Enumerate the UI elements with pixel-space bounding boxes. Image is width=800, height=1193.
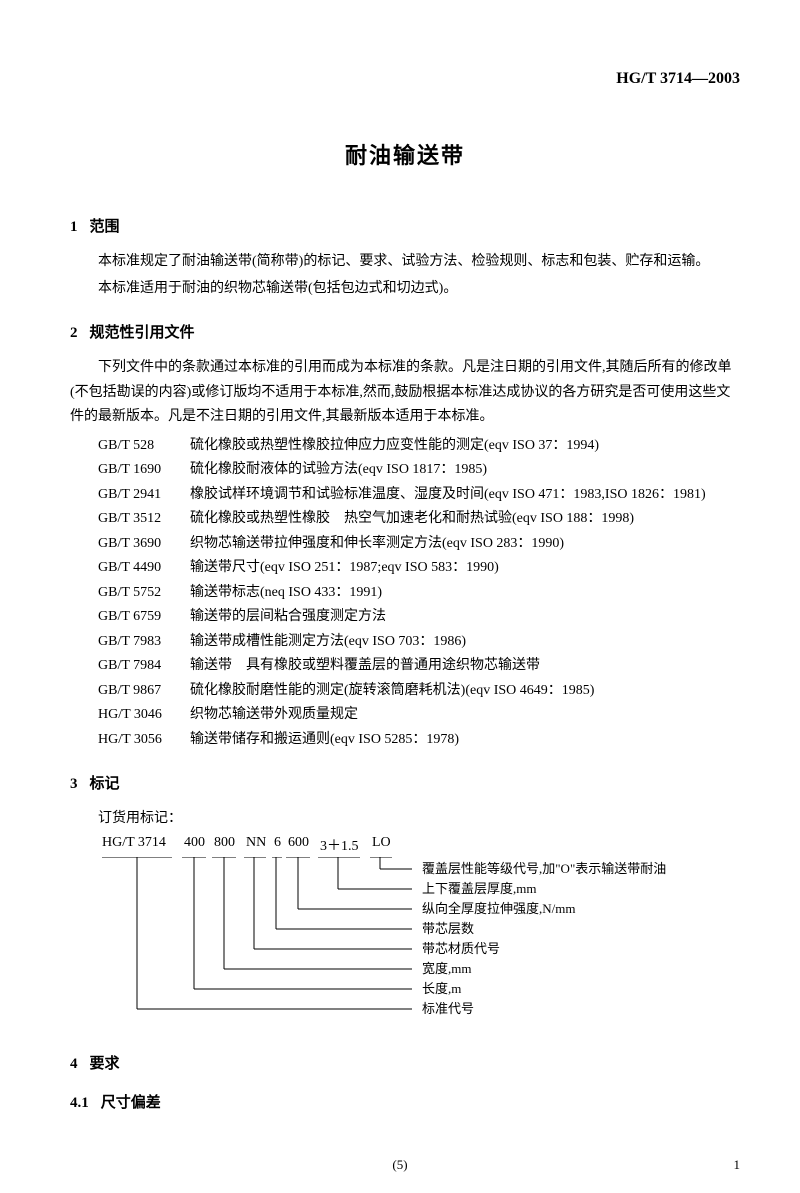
section-1-title: 范围 <box>90 219 120 235</box>
reference-desc: 硫化橡胶或热塑性橡胶 热空气加速老化和耐热试验(eqv ISO 188：1998… <box>190 507 740 532</box>
marking-label: 覆盖层性能等级代号,加"O"表示输送带耐油 <box>422 861 666 876</box>
marking-item: 600 <box>288 835 309 851</box>
reference-row: GB/T 9867硫化橡胶耐磨性能的测定(旋转滚筒磨耗机法)(eqv ISO 4… <box>98 679 740 704</box>
marking-item: 800 <box>214 835 235 851</box>
marking-label: 带芯层数 <box>422 921 474 936</box>
reference-row: GB/T 528硫化橡胶或热塑性橡胶拉伸应力应变性能的测定(eqv ISO 37… <box>98 434 740 459</box>
section-4-title: 要求 <box>90 1056 120 1072</box>
reference-row: GB/T 7984输送带 具有橡胶或塑料覆盖层的普通用途织物芯输送带 <box>98 654 740 679</box>
section-4-1-header: 4.1 尺寸偏差 <box>70 1091 740 1112</box>
section-3-num: 3 <box>70 776 78 792</box>
reference-desc: 输送带 具有橡胶或塑料覆盖层的普通用途织物芯输送带 <box>190 654 740 679</box>
reference-code: GB/T 4490 <box>98 556 190 581</box>
section-1-header: 1 范围 <box>70 215 740 236</box>
reference-code: GB/T 3512 <box>98 507 190 532</box>
marking-label: 长度,m <box>422 981 461 996</box>
marking-item: HG/T 3714 <box>102 835 166 851</box>
reference-code: GB/T 7984 <box>98 654 190 679</box>
reference-desc: 输送带标志(neq ISO 433：1991) <box>190 581 740 606</box>
reference-code: GB/T 6759 <box>98 605 190 630</box>
reference-desc: 硫化橡胶耐磨性能的测定(旋转滚筒磨耗机法)(eqv ISO 4649：1985) <box>190 679 740 704</box>
marking-label: 上下覆盖层厚度,mm <box>422 881 536 896</box>
reference-code: HG/T 3056 <box>98 728 190 753</box>
s1-para-0: 本标准规定了耐油输送带(简称带)的标记、要求、试验方法、检验规则、标志和包装、贮… <box>70 250 740 275</box>
reference-row: HG/T 3056输送带储存和搬运通则(eqv ISO 5285：1978) <box>98 728 740 753</box>
reference-row: GB/T 6759输送带的层间粘合强度测定方法 <box>98 605 740 630</box>
reference-code: GB/T 3690 <box>98 532 190 557</box>
marking-diagram: 覆盖层性能等级代号,加"O"表示输送带耐油上下覆盖层厚度,mm 纵向全厚度拉伸强度… <box>102 857 702 1032</box>
marking-label: 宽度,mm <box>422 961 471 976</box>
section-2-num: 2 <box>70 325 78 341</box>
section-4-header: 4 要求 <box>70 1052 740 1073</box>
section-4-1-num: 4.1 <box>70 1095 89 1111</box>
section-2-title: 规范性引用文件 <box>90 325 195 341</box>
reference-desc: 橡胶试样环境调节和试验标准温度、湿度及时间(eqv ISO 471：1983,I… <box>190 483 740 508</box>
reference-desc: 输送带的层间粘合强度测定方法 <box>190 605 740 630</box>
section-3-title: 标记 <box>90 776 120 792</box>
page-title: 耐油输送带 <box>70 138 740 170</box>
reference-row: GB/T 1690硫化橡胶耐液体的试验方法(eqv ISO 1817：1985) <box>98 458 740 483</box>
reference-desc: 输送带成槽性能测定方法(eqv ISO 703：1986) <box>190 630 740 655</box>
reference-row: GB/T 3512硫化橡胶或热塑性橡胶 热空气加速老化和耐热试验(eqv ISO… <box>98 507 740 532</box>
reference-row: GB/T 7983输送带成槽性能测定方法(eqv ISO 703：1986) <box>98 630 740 655</box>
reference-desc: 输送带储存和搬运通则(eqv ISO 5285：1978) <box>190 728 740 753</box>
marking-label: 带芯材质代号 <box>422 941 500 956</box>
marking-label: 标准代号 <box>422 1001 474 1016</box>
reference-row: GB/T 2941橡胶试样环境调节和试验标准温度、湿度及时间(eqv ISO 4… <box>98 483 740 508</box>
reference-code: GB/T 528 <box>98 434 190 459</box>
footer-center: (5) <box>0 1157 800 1173</box>
reference-code: GB/T 9867 <box>98 679 190 704</box>
doc-code: HG/T 3714—2003 <box>70 70 740 88</box>
marking-block: HG/T 3714 400 800 NN 6 600 3＋1.5 LO 覆盖层性能等级代号,加… <box>102 835 740 1032</box>
marking-item: 3＋1.5 <box>320 835 359 855</box>
reference-desc: 硫化橡胶或热塑性橡胶拉伸应力应变性能的测定(eqv ISO 37：1994) <box>190 434 740 459</box>
marking-label: 纵向全厚度拉伸强度,N/mm <box>422 901 575 916</box>
reference-desc: 硫化橡胶耐液体的试验方法(eqv ISO 1817：1985) <box>190 458 740 483</box>
s2-intro: 下列文件中的条款通过本标准的引用而成为本标准的条款。凡是注日期的引用文件,其随后… <box>70 356 740 430</box>
footer-page-number: 1 <box>734 1157 741 1173</box>
section-3-header: 3 标记 <box>70 772 740 793</box>
marking-item: NN <box>246 835 266 851</box>
reference-list: GB/T 528硫化橡胶或热塑性橡胶拉伸应力应变性能的测定(eqv ISO 37… <box>70 434 740 753</box>
reference-row: GB/T 3690织物芯输送带拉伸强度和伸长率测定方法(eqv ISO 283：… <box>98 532 740 557</box>
reference-code: GB/T 2941 <box>98 483 190 508</box>
reference-row: HG/T 3046织物芯输送带外观质量规定 <box>98 703 740 728</box>
reference-code: HG/T 3046 <box>98 703 190 728</box>
reference-row: GB/T 4490输送带尺寸(eqv ISO 251：1987;eqv ISO … <box>98 556 740 581</box>
s1-para-1: 本标准适用于耐油的织物芯输送带(包括包边式和切边式)。 <box>70 277 740 302</box>
section-4-1-title: 尺寸偏差 <box>101 1095 161 1111</box>
marking-designation: HG/T 3714 400 800 NN 6 600 3＋1.5 LO <box>102 835 740 855</box>
marking-sub-label: 订货用标记： <box>98 807 740 827</box>
section-2-header: 2 规范性引用文件 <box>70 321 740 342</box>
reference-row: GB/T 5752输送带标志(neq ISO 433：1991) <box>98 581 740 606</box>
marking-item: 6 <box>274 835 281 851</box>
reference-desc: 织物芯输送带外观质量规定 <box>190 703 740 728</box>
reference-code: GB/T 5752 <box>98 581 190 606</box>
marking-item: LO <box>372 835 391 851</box>
reference-code: GB/T 7983 <box>98 630 190 655</box>
marking-item: 400 <box>184 835 205 851</box>
section-4-num: 4 <box>70 1056 78 1072</box>
reference-code: GB/T 1690 <box>98 458 190 483</box>
section-1-num: 1 <box>70 219 78 235</box>
reference-desc: 织物芯输送带拉伸强度和伸长率测定方法(eqv ISO 283：1990) <box>190 532 740 557</box>
reference-desc: 输送带尺寸(eqv ISO 251：1987;eqv ISO 583：1990) <box>190 556 740 581</box>
